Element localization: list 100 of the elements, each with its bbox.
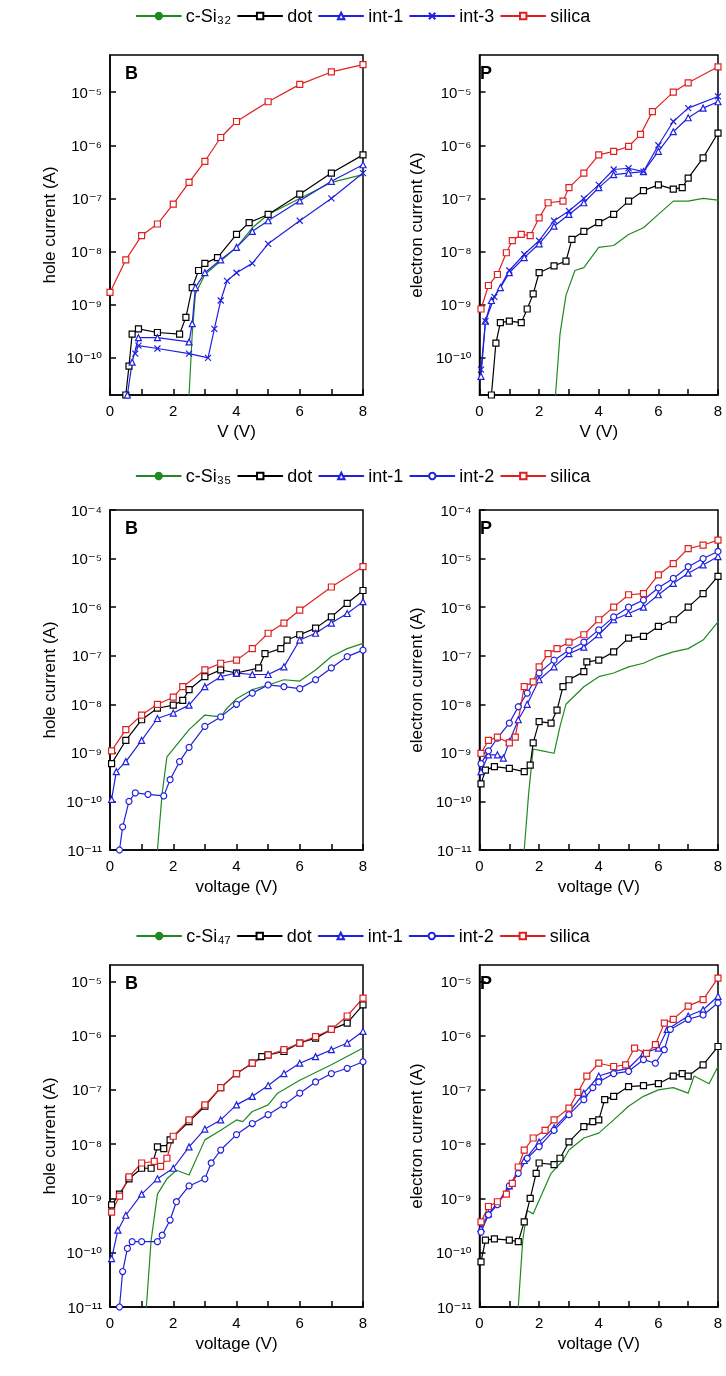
y-tick-label: 10⁻⁷ xyxy=(71,647,102,665)
y-tick-label: 10⁻⁵ xyxy=(440,972,472,990)
chart-title: B xyxy=(125,973,138,993)
x-tick-label: 8 xyxy=(358,402,368,419)
x-tick-label: 4 xyxy=(594,402,603,419)
x-tick-label: 6 xyxy=(295,402,304,419)
y-tick-label: 10⁻⁵ xyxy=(71,550,102,568)
x-tick-label: 6 xyxy=(654,1314,663,1331)
y-tick-label: 10⁻⁸ xyxy=(71,243,102,261)
x-tick-label: 0 xyxy=(105,857,115,874)
y-tick-label: 10⁻⁶ xyxy=(71,598,102,616)
x-axis-title: V (V) xyxy=(217,421,256,441)
y-tick-label: 10⁻⁷ xyxy=(71,189,102,207)
y-tick-label: 10⁻⁶ xyxy=(71,1027,102,1045)
y-axis-title: hole current (A) xyxy=(40,166,59,284)
legend-label: silica xyxy=(550,6,592,26)
y-tick-label: 10⁻⁸ xyxy=(440,1135,472,1153)
x-tick-label: 2 xyxy=(534,1314,544,1331)
x-axis-title: voltage (V) xyxy=(195,1333,278,1353)
y-tick-label: 10⁻¹⁰ xyxy=(435,349,472,367)
legend-label: dot xyxy=(287,466,313,486)
legend-label: c-Si₄₇ xyxy=(186,926,231,946)
x-tick-label: 2 xyxy=(534,402,544,419)
y-axis-title: electron current (A) xyxy=(407,152,426,298)
x-tick-label: 2 xyxy=(169,1314,178,1331)
legend-label: c-Si₃₂ xyxy=(185,6,232,26)
x-tick-label: 2 xyxy=(169,402,178,419)
x-axis-title: voltage (V) xyxy=(557,1333,640,1353)
x-tick-label: 6 xyxy=(295,857,304,874)
x-axis-title: voltage (V) xyxy=(557,876,640,896)
y-tick-label: 10⁻⁹ xyxy=(440,1189,472,1207)
legend-label: dot xyxy=(287,6,313,26)
legend-label: int-1 xyxy=(368,466,404,486)
y-tick-label: 10⁻⁹ xyxy=(70,296,102,314)
y-tick-label: 10⁻⁹ xyxy=(70,744,102,762)
chart-title: P xyxy=(480,518,493,538)
legend-label: int-2 xyxy=(459,466,495,486)
x-tick-label: 4 xyxy=(594,857,603,874)
y-tick-label: 10⁻⁸ xyxy=(71,695,102,713)
y-tick-label: 10⁻⁸ xyxy=(440,695,472,713)
x-tick-label: 6 xyxy=(654,857,663,874)
y-tick-label: 10⁻⁴ xyxy=(440,501,472,519)
x-tick-label: 8 xyxy=(713,1314,723,1331)
y-tick-label: 10⁻⁵ xyxy=(71,83,102,101)
y-tick-label: 10⁻⁸ xyxy=(71,1135,102,1153)
y-tick-label: 10⁻¹¹ xyxy=(436,841,472,859)
legend-label: int-2 xyxy=(458,926,494,946)
y-tick-label: 10⁻⁸ xyxy=(440,243,472,261)
y-axis-title: electron current (A) xyxy=(407,607,426,753)
y-tick-label: 10⁻¹⁰ xyxy=(66,792,102,810)
y-tick-label: 10⁻⁴ xyxy=(70,501,102,519)
x-tick-label: 6 xyxy=(295,1314,304,1331)
y-axis-title: hole current (A) xyxy=(40,1077,59,1195)
y-tick-label: 10⁻⁹ xyxy=(440,296,472,314)
x-tick-label: 0 xyxy=(475,1314,484,1331)
y-tick-label: 10⁻¹⁰ xyxy=(66,1244,102,1262)
x-axis-title: voltage (V) xyxy=(195,876,278,896)
y-tick-label: 10⁻⁶ xyxy=(440,1027,472,1045)
x-tick-label: 0 xyxy=(475,402,484,419)
y-tick-label: 10⁻⁷ xyxy=(71,1081,102,1099)
legend-label: int-3 xyxy=(459,6,495,26)
x-tick-label: 4 xyxy=(232,1314,241,1331)
x-tick-label: 0 xyxy=(105,402,115,419)
legend-label: c-Si₃₅ xyxy=(185,466,232,486)
legend-label: int-1 xyxy=(367,926,403,946)
y-tick-label: 10⁻¹⁰ xyxy=(66,349,102,367)
y-tick-label: 10⁻⁶ xyxy=(440,598,472,616)
y-tick-label: 10⁻⁷ xyxy=(441,1081,472,1099)
y-tick-label: 10⁻¹¹ xyxy=(67,1298,102,1316)
x-tick-label: 8 xyxy=(358,857,368,874)
y-tick-label: 10⁻⁶ xyxy=(71,136,102,154)
legend-label: silica xyxy=(549,926,591,946)
chart-title: B xyxy=(125,518,138,538)
chart-title: P xyxy=(480,973,493,993)
x-tick-label: 6 xyxy=(654,402,663,419)
y-tick-label: 10⁻¹⁰ xyxy=(435,792,472,810)
y-tick-label: 10⁻⁵ xyxy=(440,83,472,101)
y-tick-label: 10⁻⁷ xyxy=(441,189,472,207)
y-tick-label: 10⁻⁹ xyxy=(440,744,472,762)
y-tick-label: 10⁻¹¹ xyxy=(436,1298,472,1316)
y-tick-label: 10⁻⁵ xyxy=(440,550,472,568)
x-tick-label: 0 xyxy=(105,1314,115,1331)
chart-title: P xyxy=(480,63,493,83)
chart-title: B xyxy=(125,63,138,83)
y-tick-label: 10⁻¹⁰ xyxy=(435,1244,472,1262)
y-tick-label: 10⁻⁵ xyxy=(71,972,102,990)
x-tick-label: 0 xyxy=(475,857,484,874)
x-tick-label: 8 xyxy=(713,857,723,874)
x-tick-label: 8 xyxy=(358,1314,368,1331)
x-tick-label: 4 xyxy=(232,857,241,874)
y-axis-title: electron current (A) xyxy=(407,1063,426,1209)
x-tick-label: 8 xyxy=(713,402,723,419)
y-tick-label: 10⁻⁷ xyxy=(441,647,472,665)
x-tick-label: 4 xyxy=(594,1314,603,1331)
y-tick-label: 10⁻⁹ xyxy=(70,1189,102,1207)
y-axis-title: hole current (A) xyxy=(40,621,59,739)
y-tick-label: 10⁻¹¹ xyxy=(67,841,102,859)
legend-label: int-1 xyxy=(368,6,404,26)
x-tick-label: 4 xyxy=(232,402,241,419)
legend-label: silica xyxy=(550,466,592,486)
